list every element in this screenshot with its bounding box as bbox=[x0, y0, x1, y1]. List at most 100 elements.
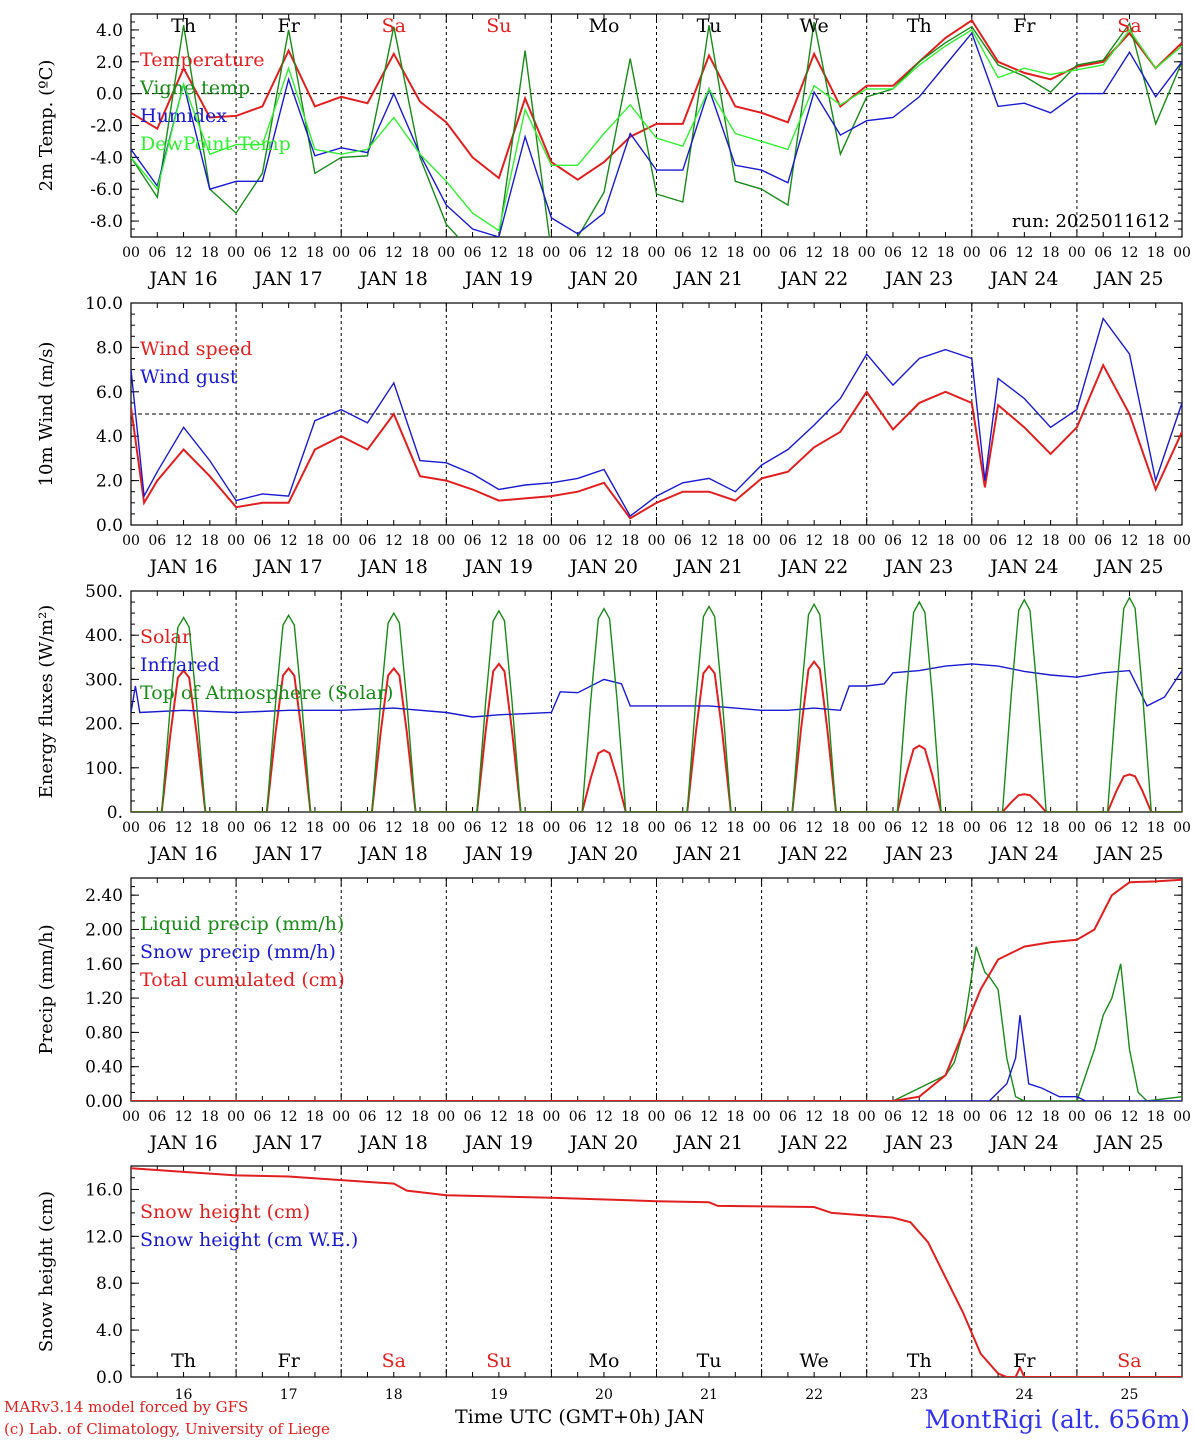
x-hour-label: 12 bbox=[385, 820, 403, 836]
x-hour-label: 00 bbox=[437, 533, 455, 549]
series-line bbox=[131, 316, 1182, 518]
x-hour-label: 06 bbox=[253, 1109, 271, 1125]
x-hour-label: 06 bbox=[569, 245, 587, 261]
x-date-label: JAN 23 bbox=[883, 843, 953, 865]
x-hour-label: 00 bbox=[1068, 820, 1086, 836]
x-hour-label: 12 bbox=[805, 245, 823, 261]
x-hour-label: 00 bbox=[1173, 1109, 1191, 1125]
x-hour-label: 12 bbox=[490, 820, 508, 836]
x-hour-label: 18 bbox=[1147, 245, 1165, 261]
x-hour-label: 06 bbox=[148, 820, 166, 836]
x-date-label: JAN 17 bbox=[253, 1132, 323, 1154]
panel-3: 500. 400. 300. 200. 100. 0. Energy fluxes (W/m… bbox=[36, 582, 1191, 865]
legend-entry: Humidex bbox=[140, 105, 227, 127]
y-tick-label: 8.0 bbox=[96, 338, 123, 358]
x-hour-label: 00 bbox=[542, 820, 560, 836]
x-hour-label: 00 bbox=[542, 533, 560, 549]
x-hour-label: 12 bbox=[175, 533, 193, 549]
x-hour-label: 18 bbox=[411, 533, 429, 549]
y-tick-label: 1.60 bbox=[85, 955, 123, 975]
weekday-label: We bbox=[800, 15, 829, 37]
x-date-label: JAN 21 bbox=[673, 268, 743, 290]
credit-line-1: MARv3.14 model forced by GFS bbox=[4, 1398, 248, 1416]
x-hour-label: 06 bbox=[674, 820, 692, 836]
weekday-label: Mo bbox=[588, 15, 619, 37]
x-hour-label: 18 bbox=[1042, 533, 1060, 549]
weekday-label: Th bbox=[171, 15, 196, 37]
y-tick-label: 10.0 bbox=[85, 294, 123, 314]
x-day-number: 17 bbox=[280, 1387, 298, 1403]
x-hour-label: 00 bbox=[227, 820, 245, 836]
x-hour-label: 00 bbox=[1173, 245, 1191, 261]
y-tick-label: 400. bbox=[85, 626, 123, 646]
x-date-label: JAN 23 bbox=[883, 556, 953, 578]
weekday-label: Sa bbox=[1117, 1350, 1141, 1372]
x-hour-label: 06 bbox=[884, 820, 902, 836]
x-hour-label: 06 bbox=[148, 533, 166, 549]
x-hour-label: 12 bbox=[700, 1109, 718, 1125]
legend-entry: Infrared bbox=[140, 654, 220, 676]
x-date-label: JAN 19 bbox=[463, 1132, 533, 1154]
y-tick-label: 500. bbox=[85, 582, 123, 602]
x-hour-label: 18 bbox=[937, 1109, 955, 1125]
y-axis-label: Precip (mm/h) bbox=[36, 924, 57, 1054]
x-hour-label: 00 bbox=[858, 245, 876, 261]
y-tick-label: 2.40 bbox=[85, 886, 123, 906]
x-hour-label: 00 bbox=[858, 1109, 876, 1125]
x-hour-label: 06 bbox=[464, 1109, 482, 1125]
x-hour-label: 18 bbox=[621, 1109, 639, 1125]
x-hour-label: 18 bbox=[1147, 533, 1165, 549]
x-hour-label: 18 bbox=[937, 245, 955, 261]
x-hour-label: 00 bbox=[542, 245, 560, 261]
x-hour-label: 18 bbox=[937, 820, 955, 836]
y-tick-label: 2.0 bbox=[96, 472, 123, 492]
y-tick-label: 200. bbox=[85, 715, 123, 735]
x-hour-label: 00 bbox=[858, 533, 876, 549]
x-hour-label: 12 bbox=[385, 533, 403, 549]
x-date-label: JAN 24 bbox=[988, 843, 1058, 865]
x-date-label: JAN 21 bbox=[673, 1132, 743, 1154]
x-hour-label: 18 bbox=[201, 533, 219, 549]
y-tick-label: -4.0 bbox=[90, 148, 123, 168]
y-tick-label: 300. bbox=[85, 670, 123, 690]
x-day-number: 25 bbox=[1121, 1387, 1139, 1403]
series-line bbox=[131, 660, 1182, 812]
x-hour-label: 00 bbox=[648, 1109, 666, 1125]
x-hour-label: 06 bbox=[674, 1109, 692, 1125]
x-hour-label: 00 bbox=[122, 533, 140, 549]
weekday-label: Sa bbox=[382, 1350, 406, 1372]
x-hour-label: 06 bbox=[359, 820, 377, 836]
x-hour-label: 00 bbox=[648, 245, 666, 261]
weekday-label: Mo bbox=[588, 1350, 619, 1372]
x-date-label: JAN 19 bbox=[463, 268, 533, 290]
x-hour-label: 00 bbox=[1068, 245, 1086, 261]
x-hour-label: 00 bbox=[753, 1109, 771, 1125]
x-hour-label: 00 bbox=[227, 1109, 245, 1125]
x-hour-label: 12 bbox=[805, 820, 823, 836]
y-axis-label: Snow height (cm) bbox=[36, 1191, 57, 1352]
y-axis-label: 10m Wind (m/s) bbox=[36, 342, 57, 487]
x-hour-label: 12 bbox=[1121, 245, 1139, 261]
x-hour-label: 18 bbox=[726, 533, 744, 549]
legend-entry: Snow height (cm W.E.) bbox=[140, 1229, 358, 1251]
x-hour-label: 00 bbox=[332, 245, 350, 261]
y-tick-label: 4.0 bbox=[96, 21, 123, 41]
x-hour-label: 18 bbox=[411, 245, 429, 261]
legend-entry: Solar bbox=[140, 626, 192, 648]
weekday-label: Tu bbox=[697, 15, 722, 37]
x-date-label: JAN 18 bbox=[358, 843, 428, 865]
run-label: run: 2025011612 bbox=[1012, 211, 1170, 232]
series-line bbox=[131, 362, 1182, 520]
x-hour-label: 18 bbox=[201, 245, 219, 261]
x-hour-label: 00 bbox=[963, 1109, 981, 1125]
y-tick-label: -2.0 bbox=[90, 117, 123, 137]
x-hour-label: 18 bbox=[621, 820, 639, 836]
y-tick-label: -8.0 bbox=[90, 212, 123, 232]
x-hour-label: 06 bbox=[779, 533, 797, 549]
x-date-label: JAN 22 bbox=[778, 268, 848, 290]
x-hour-label: 00 bbox=[963, 245, 981, 261]
x-hour-label: 12 bbox=[910, 245, 928, 261]
legend-entry: Snow height (cm) bbox=[140, 1201, 310, 1223]
x-day-number: 18 bbox=[385, 1387, 403, 1403]
y-axis-label: 2m Temp. (ºC) bbox=[36, 60, 57, 192]
